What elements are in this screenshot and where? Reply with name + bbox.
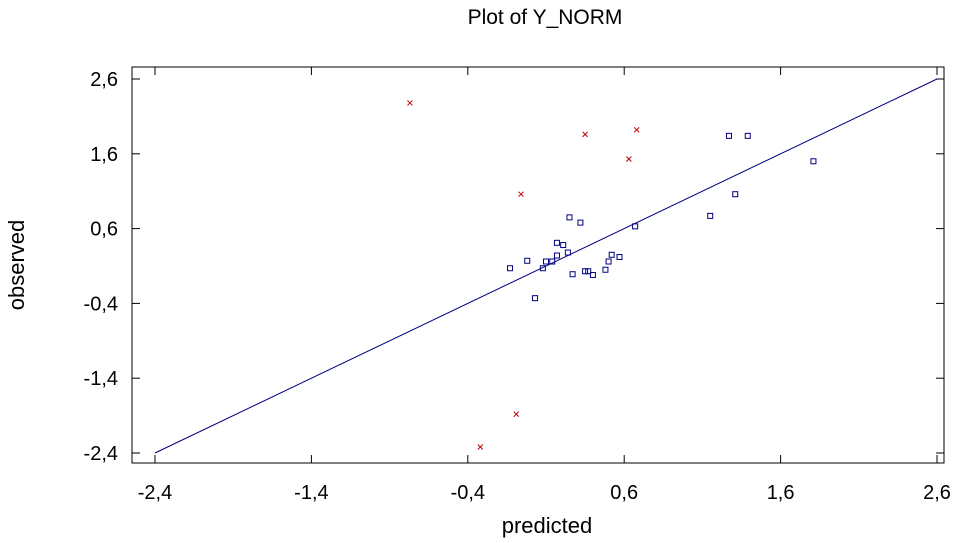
- x-tick-label: -1,4: [294, 482, 328, 504]
- data-point-square: [524, 257, 531, 264]
- data-point-square: [725, 132, 732, 139]
- data-point-square: [589, 271, 596, 278]
- x-tick-label: 2,6: [923, 482, 951, 504]
- data-point-square: [560, 242, 567, 249]
- data-point-square: [539, 265, 546, 272]
- data-point-square: [553, 252, 560, 259]
- reference-line-group: [154, 78, 938, 454]
- chart-title: Plot of Y_NORM: [468, 6, 623, 29]
- x-axis-title: predicted: [502, 513, 593, 538]
- data-point-square: [585, 268, 592, 275]
- data-point-x: [518, 191, 524, 198]
- x-tick-label: 1,6: [767, 482, 795, 504]
- data-point-square: [543, 258, 549, 265]
- data-point-x: [626, 156, 632, 162]
- data-point-x: [633, 127, 640, 133]
- data-point-x: [582, 131, 588, 138]
- data-point-square: [566, 214, 573, 221]
- y-axis-title: observed: [4, 220, 29, 311]
- data-point-square: [582, 268, 589, 275]
- data-point-x: [477, 444, 484, 450]
- data-point-square: [602, 266, 609, 273]
- data-point-square: [744, 132, 751, 139]
- x-tick-label: 0,6: [610, 482, 638, 504]
- data-point-square: [569, 271, 576, 278]
- y-tick-label: 2,6: [90, 69, 118, 91]
- data-point-square: [553, 239, 560, 246]
- data-point-square: [810, 158, 817, 165]
- reference-line: [154, 78, 938, 454]
- data-point-square: [564, 249, 571, 256]
- data-point-square: [732, 191, 739, 198]
- tick-labels: -2,4 -1,4 -0,4 0,6 1,6 2,6 2,6 1,6 0,6 -0,4 -1,4 -2…: [84, 69, 951, 504]
- data-point-square: [549, 258, 556, 265]
- axis-ticks: [132, 67, 944, 463]
- data-point-square: [507, 265, 514, 272]
- data-point-square: [707, 212, 714, 219]
- x-tick-label: -2,4: [138, 482, 172, 504]
- y-tick-label: 1,6: [90, 144, 118, 166]
- data-point-square: [632, 223, 639, 230]
- y-tick-label: 0,6: [90, 219, 118, 241]
- data-point-x: [407, 100, 413, 106]
- data-point-square: [605, 258, 612, 265]
- y-tick-label: -0,4: [84, 293, 118, 315]
- data-point-square: [616, 254, 623, 261]
- plot-frame: [131, 66, 945, 464]
- data-point-square: [577, 219, 584, 226]
- data-points: [407, 100, 817, 450]
- data-point-x: [513, 411, 520, 417]
- y-tick-label: -1,4: [84, 368, 118, 390]
- x-tick-label: -0,4: [451, 482, 485, 504]
- data-point-square: [608, 251, 615, 258]
- data-point-square: [532, 295, 539, 302]
- y-tick-label: -2,4: [84, 443, 118, 465]
